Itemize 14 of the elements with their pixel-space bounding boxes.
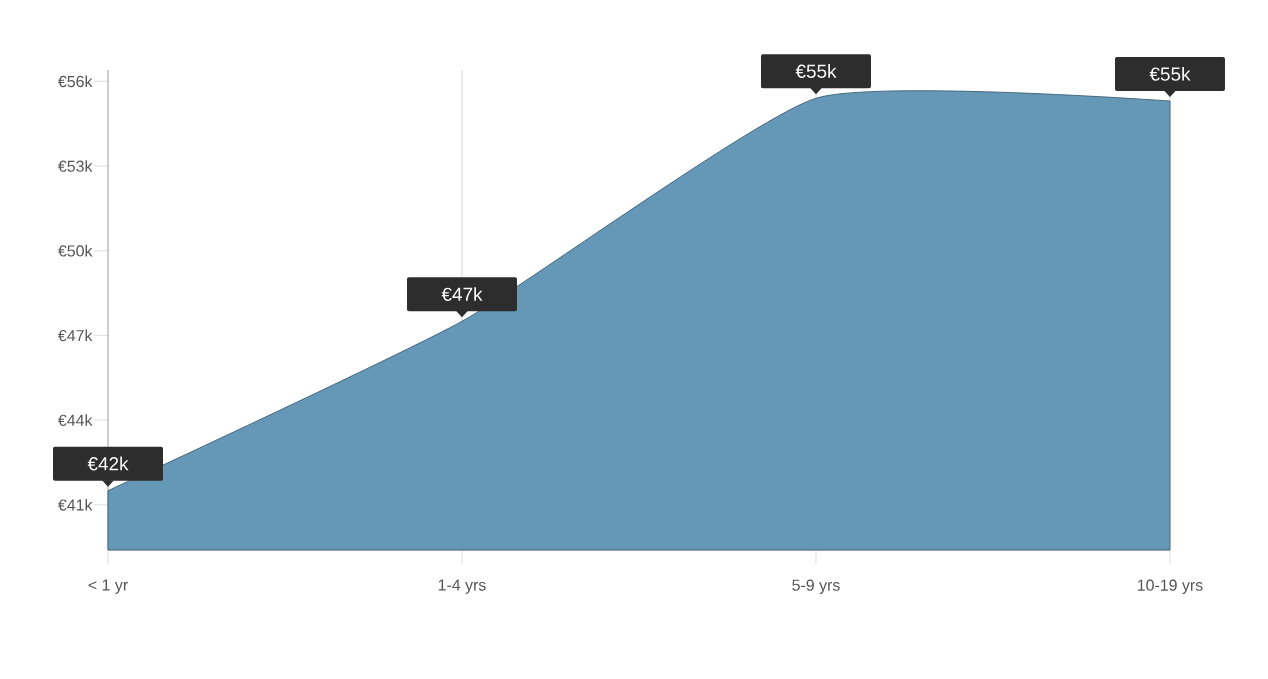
- y-tick-label: €50k: [58, 244, 93, 257]
- y-tick-label: €47k: [58, 329, 93, 342]
- y-tick-label: €53k: [58, 160, 93, 172]
- data-label: €47k: [441, 287, 483, 302]
- x-tick-label: 1-4 yrs: [438, 579, 486, 594]
- y-tick-label: €56k: [58, 75, 93, 88]
- x-tick-label: < 1 yr: [88, 579, 128, 594]
- y-tick-label: €44k: [58, 414, 93, 426]
- data-label: €55k: [1149, 66, 1191, 81]
- x-tick-label: 5-9 yrs: [792, 579, 840, 594]
- x-tick-label: 10-19 yrs: [1137, 579, 1203, 594]
- data-label: €55k: [795, 64, 837, 78]
- data-label: €42k: [87, 456, 129, 471]
- y-tick-label: €41k: [58, 498, 93, 511]
